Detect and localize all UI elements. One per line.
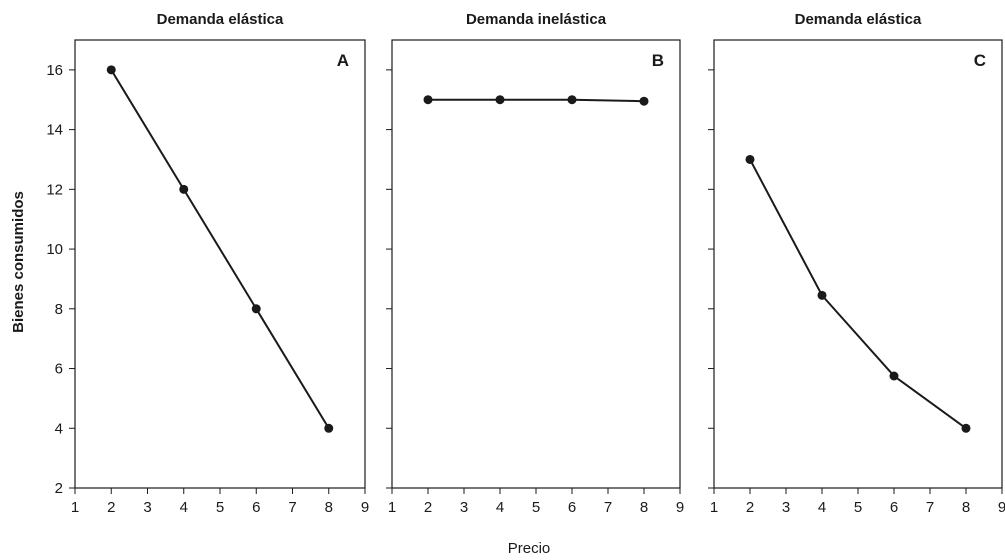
x-tick-label: 2 [107, 499, 115, 516]
panel-title: Demanda inelástica [466, 11, 607, 28]
y-tick-label: 4 [55, 420, 63, 437]
x-tick-label: 3 [782, 499, 790, 516]
data-point [639, 96, 649, 106]
series-line [428, 98, 645, 103]
data-point [567, 95, 577, 105]
x-tick-label: 1 [71, 499, 79, 516]
y-tick-label: 14 [46, 122, 63, 139]
x-tick-label: 2 [746, 499, 754, 516]
y-tick-label: 16 [46, 62, 63, 79]
x-tick-label: 5 [216, 499, 224, 516]
x-axis-label: Precio [508, 540, 551, 557]
x-tick-label: 6 [252, 499, 260, 516]
x-tick-label: 8 [325, 499, 333, 516]
x-tick-label: 7 [288, 499, 296, 516]
y-tick-label: 8 [55, 301, 63, 318]
y-tick-label: 6 [55, 361, 63, 378]
y-tick-label: 2 [55, 480, 63, 497]
y-tick-label: 12 [46, 181, 63, 198]
panel-title: Demanda elástica [157, 11, 284, 28]
x-tick-label: 9 [676, 499, 684, 516]
data-point [817, 290, 827, 300]
x-tick-label: 4 [180, 499, 188, 516]
data-point [495, 95, 505, 105]
x-tick-label: 5 [532, 499, 540, 516]
x-tick-label: 4 [496, 499, 504, 516]
x-tick-label: 3 [143, 499, 151, 516]
panel-letter: B [652, 51, 664, 70]
plot-frame [391, 39, 681, 489]
plot-frame [713, 39, 1003, 489]
panel-letter: A [337, 51, 349, 70]
data-point [745, 154, 755, 164]
panel-title: Demanda elástica [795, 11, 922, 28]
x-tick-label: 1 [388, 499, 396, 516]
x-tick-label: 7 [604, 499, 612, 516]
data-point [324, 423, 334, 433]
x-tick-label: 5 [854, 499, 862, 516]
y-axis-label: Bienes consumidos [10, 191, 27, 333]
x-tick-label: 2 [424, 499, 432, 516]
series-line [749, 158, 967, 430]
panel-b: Demanda inelástica B 1 2 3 4 5 6 7 8 9 [386, 11, 684, 516]
panel-letter: C [974, 51, 986, 70]
data-point [106, 65, 116, 75]
series-line [110, 69, 330, 429]
x-tick-label: 8 [962, 499, 970, 516]
x-tick-label: 3 [460, 499, 468, 516]
x-tick-label: 9 [361, 499, 369, 516]
x-tick-label: 7 [926, 499, 934, 516]
data-point [889, 371, 899, 381]
x-tick-label: 6 [890, 499, 898, 516]
x-tick-label: 6 [568, 499, 576, 516]
x-tick-label: 9 [998, 499, 1005, 516]
plot-frame [74, 39, 366, 489]
data-point [251, 304, 261, 314]
x-tick-label: 8 [640, 499, 648, 516]
panel-c: Demanda elástica C 1 2 3 4 5 6 7 8 9 [708, 11, 1005, 516]
data-point [179, 184, 189, 194]
data-point [423, 95, 433, 105]
x-tick-label: 4 [818, 499, 826, 516]
data-point [961, 423, 971, 433]
y-tick-label: 10 [46, 241, 63, 258]
x-tick-label: 1 [710, 499, 718, 516]
